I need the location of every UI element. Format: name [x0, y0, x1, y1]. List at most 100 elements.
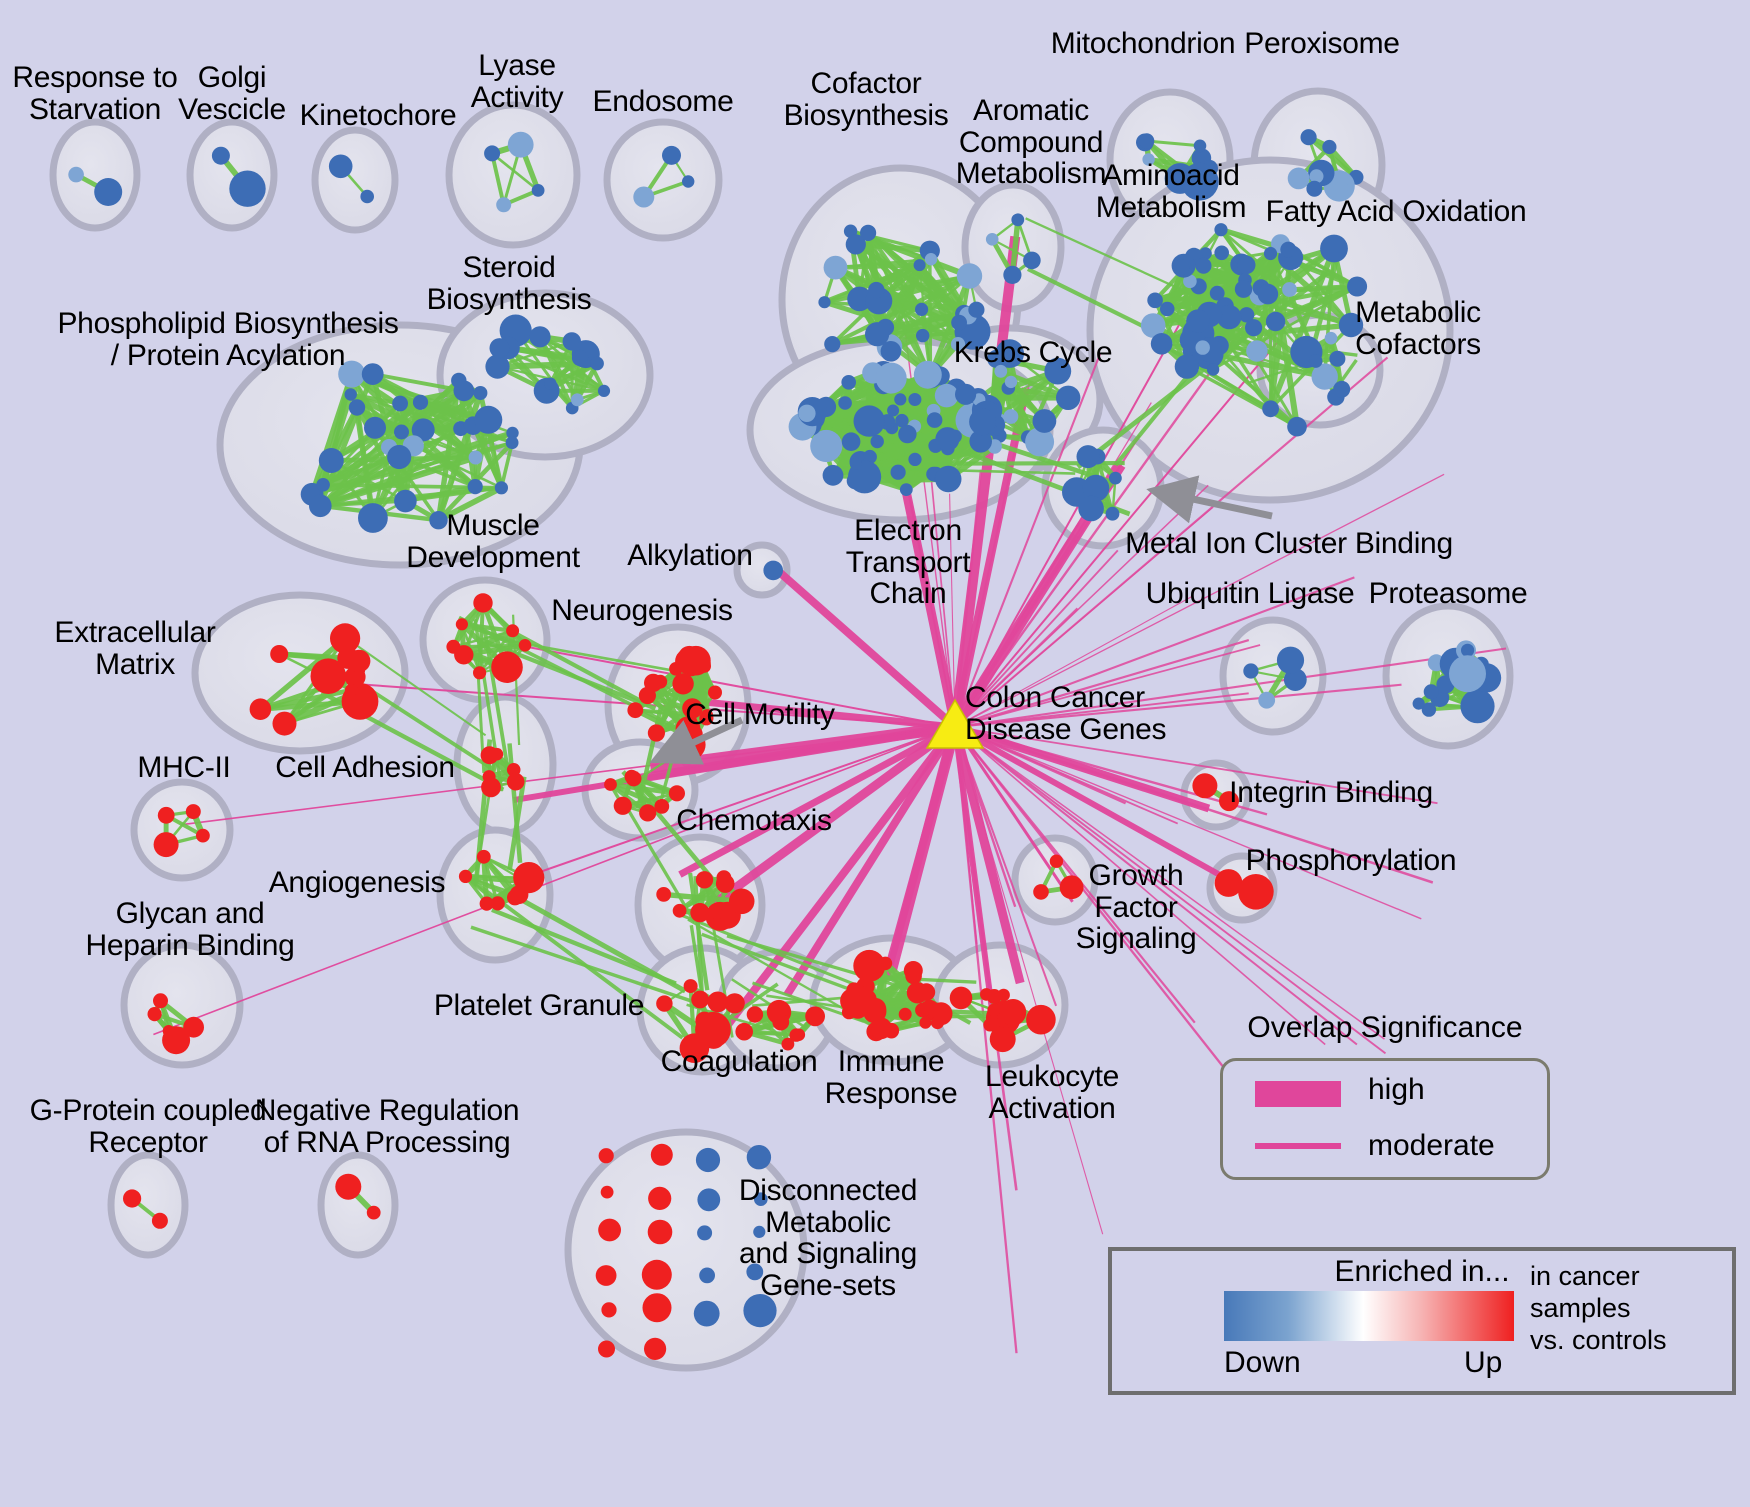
- gene-set-node[interactable]: [1033, 884, 1049, 900]
- gene-set-node[interactable]: [1214, 223, 1228, 237]
- gene-set-node[interactable]: [1180, 162, 1219, 201]
- gene-set-node[interactable]: [507, 131, 534, 158]
- gene-set-node[interactable]: [1423, 684, 1439, 700]
- gene-set-node[interactable]: [570, 393, 584, 407]
- gene-set-node[interactable]: [595, 1265, 617, 1286]
- gene-set-node[interactable]: [467, 479, 483, 495]
- gene-set-node[interactable]: [1004, 375, 1018, 389]
- gene-set-node[interactable]: [823, 255, 848, 280]
- gene-set-node[interactable]: [1214, 245, 1229, 261]
- gene-set-node[interactable]: [1147, 292, 1163, 309]
- gene-set-node[interactable]: [1308, 354, 1323, 368]
- gene-set-node[interactable]: [863, 997, 887, 1021]
- gene-set-node[interactable]: [1209, 285, 1225, 301]
- gene-set-node[interactable]: [818, 296, 831, 309]
- gene-set-node[interactable]: [1461, 643, 1475, 657]
- gene-set-node[interactable]: [1347, 276, 1368, 297]
- gene-set-node[interactable]: [454, 645, 474, 665]
- gene-set-node[interactable]: [1280, 241, 1297, 258]
- gene-set-node[interactable]: [1195, 257, 1212, 274]
- gene-set-node[interactable]: [695, 1147, 721, 1173]
- gene-set-node[interactable]: [724, 993, 745, 1014]
- gene-set-node[interactable]: [913, 259, 926, 272]
- gene-set-node[interactable]: [1076, 445, 1100, 469]
- gene-set-node[interactable]: [675, 648, 701, 674]
- gene-set-node[interactable]: [494, 481, 508, 495]
- gene-set-node[interactable]: [641, 1259, 672, 1290]
- gene-set-node[interactable]: [1258, 691, 1276, 709]
- gene-set-node[interactable]: [915, 302, 929, 316]
- gene-set-node[interactable]: [338, 360, 366, 388]
- gene-set-node[interactable]: [479, 896, 494, 911]
- gene-set-node[interactable]: [1265, 311, 1286, 332]
- gene-set-node[interactable]: [985, 233, 999, 246]
- gene-set-node[interactable]: [1161, 302, 1175, 315]
- gene-set-node[interactable]: [1206, 363, 1220, 376]
- gene-set-node[interactable]: [1026, 1004, 1056, 1035]
- gene-set-node[interactable]: [1186, 309, 1210, 333]
- gene-set-node[interactable]: [644, 1337, 667, 1360]
- gene-set-node[interactable]: [860, 224, 877, 241]
- gene-set-node[interactable]: [682, 175, 695, 188]
- gene-set-node[interactable]: [647, 1219, 673, 1245]
- gene-set-node[interactable]: [429, 511, 448, 530]
- gene-set-node[interactable]: [987, 1003, 1001, 1017]
- gene-set-node[interactable]: [1044, 357, 1072, 385]
- gene-set-node[interactable]: [868, 281, 885, 299]
- gene-set-node[interactable]: [1287, 167, 1310, 190]
- gene-set-node[interactable]: [1311, 363, 1338, 390]
- gene-set-node[interactable]: [919, 1016, 932, 1029]
- gene-set-node[interactable]: [1320, 234, 1348, 263]
- gene-set-node[interactable]: [995, 339, 1024, 368]
- gene-set-node[interactable]: [693, 1300, 720, 1327]
- gene-set-node[interactable]: [455, 618, 468, 631]
- gene-set-node[interactable]: [924, 253, 938, 266]
- gene-set-node[interactable]: [328, 154, 353, 179]
- gene-set-node[interactable]: [598, 1340, 615, 1358]
- gene-set-node[interactable]: [710, 907, 723, 920]
- gene-set-node[interactable]: [613, 796, 632, 815]
- gene-set-node[interactable]: [1333, 380, 1351, 398]
- gene-set-node[interactable]: [916, 328, 930, 343]
- gene-set-node[interactable]: [358, 503, 388, 533]
- gene-set-node[interactable]: [491, 651, 523, 683]
- gene-set-node[interactable]: [505, 436, 519, 450]
- gene-set-node[interactable]: [798, 404, 816, 422]
- gene-set-node[interactable]: [571, 349, 589, 367]
- gene-set-node[interactable]: [699, 1267, 715, 1284]
- gene-set-node[interactable]: [1287, 416, 1307, 437]
- gene-set-node[interactable]: [672, 903, 687, 918]
- gene-set-node[interactable]: [1276, 646, 1305, 674]
- gene-set-node[interactable]: [394, 489, 417, 513]
- gene-set-node[interactable]: [913, 360, 942, 389]
- gene-set-node[interactable]: [211, 146, 230, 165]
- gene-set-node[interactable]: [473, 593, 493, 613]
- gene-set-node[interactable]: [360, 189, 375, 204]
- gene-set-node[interactable]: [1217, 304, 1242, 330]
- gene-set-node[interactable]: [1192, 773, 1218, 799]
- gene-set-node[interactable]: [662, 145, 681, 165]
- gene-set-node[interactable]: [162, 1026, 191, 1055]
- gene-set-node[interactable]: [1011, 213, 1025, 227]
- gene-set-node[interactable]: [805, 1006, 825, 1027]
- gene-set-node[interactable]: [849, 457, 863, 470]
- gene-set-node[interactable]: [654, 799, 670, 814]
- gene-set-node[interactable]: [1140, 313, 1166, 338]
- gene-set-node[interactable]: [344, 388, 357, 401]
- gene-set-node[interactable]: [695, 871, 714, 889]
- gene-set-node[interactable]: [1329, 350, 1346, 367]
- gene-set-node[interactable]: [1138, 133, 1155, 149]
- gene-set-node[interactable]: [1245, 319, 1263, 337]
- gene-set-node[interactable]: [68, 166, 84, 183]
- gene-set-node[interactable]: [691, 990, 709, 1009]
- gene-set-node[interactable]: [754, 1192, 768, 1206]
- gene-set-node[interactable]: [735, 1022, 753, 1041]
- gene-set-node[interactable]: [656, 995, 673, 1012]
- gene-set-node[interactable]: [1219, 791, 1239, 812]
- gene-set-node[interactable]: [1059, 875, 1084, 900]
- gene-set-node[interactable]: [473, 666, 487, 680]
- gene-set-node[interactable]: [1193, 139, 1207, 153]
- gene-set-node[interactable]: [531, 184, 545, 197]
- gene-set-node[interactable]: [841, 432, 861, 452]
- gene-set-node[interactable]: [1142, 153, 1155, 166]
